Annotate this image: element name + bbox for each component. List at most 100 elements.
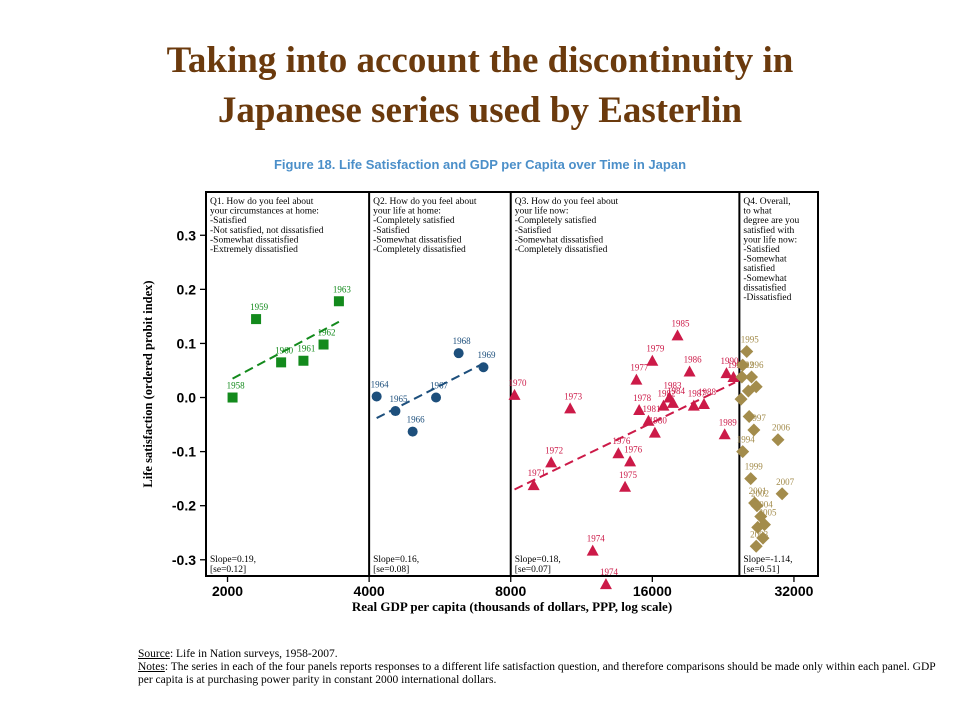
x-axis-title: Real GDP per capita (thousands of dollar… [352,599,672,614]
y-tick-label: 0.1 [177,335,197,351]
panel-3-question-line: -Completely satisfied [515,215,597,226]
plot-frame [205,191,819,577]
panel-4-marker [742,409,756,423]
source-note: Source: Life in Nation surveys, 1958-200… [138,648,938,661]
panel-3-point-label: 1983 [663,381,682,391]
panel-2-point-label: 1965 [389,394,408,404]
panel-3-point [642,414,655,426]
panel-2-point [478,362,489,373]
panel-4-marker [734,392,748,406]
panel-2-question-line: -Completely dissatisfied [373,244,466,255]
panel-4-question-line: to what [743,207,772,217]
panel-4-point [744,472,758,486]
panel-1-point-label: 1961 [297,344,315,354]
panel-3-point-label: 1990 [720,356,739,366]
panel-3-point-label: 1980 [649,416,668,426]
panel-2-point-label: 1968 [453,336,472,346]
panel-3-point-label: 1971 [528,468,546,478]
panel-4-marker [749,380,763,394]
x-tick-label: 8000 [495,583,526,599]
panel-4-question-line: satisfied with [743,225,794,236]
panel-3-point-label: 1976 [612,436,631,446]
panel-2-point-label: 1969 [477,350,496,360]
y-tick-label: -0.3 [172,552,196,568]
x-tick-label: 4000 [354,583,385,599]
panel-3-point [697,398,710,410]
panel-2-point [371,391,382,402]
notes-note: Notes: The series in each of the four pa… [138,661,938,687]
panel-3-point-label: 1978 [633,393,652,403]
panel-3-point [671,329,684,341]
slide-title: Taking into account the discontinuity in… [40,36,920,136]
panel-4-point-label: 1995 [741,335,760,345]
panel-2-question-line: -Somewhat dissatisfied [373,234,462,245]
panel-3-point-label: 1974 [600,567,619,577]
notes-text: : The series in each of the four panels … [138,661,936,686]
panel-3-point-label: 1988 [698,387,717,397]
panel-3-point-label: 1975 [619,470,638,480]
panel-3-point [646,354,659,366]
panel-2-slope: Slope=0.16, [373,555,419,565]
panel-2-question-line: -Completely satisfied [373,215,455,226]
panel-4-point-label: 2005 [758,508,777,518]
panel-4-point [771,433,785,447]
y-tick-label: 0.0 [177,390,197,406]
panel-2-question-line: -Satisfied [373,225,410,236]
panel-1-point [276,357,287,368]
x-tick-label: 32000 [774,583,813,599]
panel-3-question-line: Q3. How do you feel about [515,196,619,207]
panel-3-question-line: -Satisfied [515,225,552,236]
panel-1-point-label: 1958 [227,381,246,391]
panel-3-point [630,373,643,385]
source-text: : Life in Nation surveys, 1958-2007. [169,648,338,660]
panel-3-point-label: 1986 [684,355,703,365]
panel-3-point [586,544,599,556]
panel-4-slope: Slope=-1.14, [743,555,792,565]
panel-3-point-label: 1972 [545,445,563,455]
panel-1-point [298,355,309,366]
panel-4-point-label: 2003 [750,529,769,539]
panel-3-point-label: 1970 [509,378,528,388]
y-tick-label: -0.2 [172,498,196,514]
panel-3-point [633,403,646,415]
panel-4-point-label: 2004 [755,500,774,510]
panel-3-se: [se=0.07] [515,565,551,575]
panel-3-point [648,426,661,438]
source-label: Source [138,648,170,660]
panel-3-point [624,455,637,467]
x-tick-label: 2000 [212,583,243,599]
panel-3-point-label: 1979 [646,344,665,354]
panel-2-point [453,348,464,359]
panel-3-point [666,396,679,408]
y-tick-label: -0.1 [172,444,196,460]
slide-title-line2: Japanese series used by Easterlin [217,90,743,131]
panel-3-question-line: your life now: [515,206,569,217]
panel-1-point [251,314,262,325]
panel-4-point-label: 1994 [737,435,756,445]
panel-4-question-line: -Somewhat [743,274,787,284]
y-tick-label: 0.2 [177,281,197,297]
panel-1-point-label: 1960 [275,345,294,355]
panel-3-point [564,402,577,414]
x-tick-label: 16000 [633,583,672,599]
panel-2-question-line: your life at home: [373,206,441,217]
panel-4-point [750,499,764,513]
panel-3-point-label: 1989 [719,417,738,427]
panel-3-point [718,428,731,440]
panel-4-question-line: -Somewhat [743,255,787,265]
panel-3-point [720,367,733,379]
panel-4-point [740,345,754,359]
panel-3-point-label: 1981 [642,404,660,414]
notes-label: Notes [138,661,165,673]
panel-4-point-label: 2007 [776,477,795,487]
panel-1-question-line: your circumstances at home: [210,207,319,217]
panel-3-point-label: 1987 [688,389,707,399]
panel-2-se: [se=0.08] [373,565,409,575]
panel-2-point-label: 1967 [430,381,449,391]
panel-1-point-label: 1959 [250,302,269,312]
panel-2-question-line: Q2. How do you feel about [373,196,477,207]
panel-1-question-line: -Satisfied [210,215,247,226]
panel-1-se: [se=0.12] [210,565,246,575]
panel-4-point [757,518,771,532]
panel-3-point-label: 1985 [672,318,691,328]
